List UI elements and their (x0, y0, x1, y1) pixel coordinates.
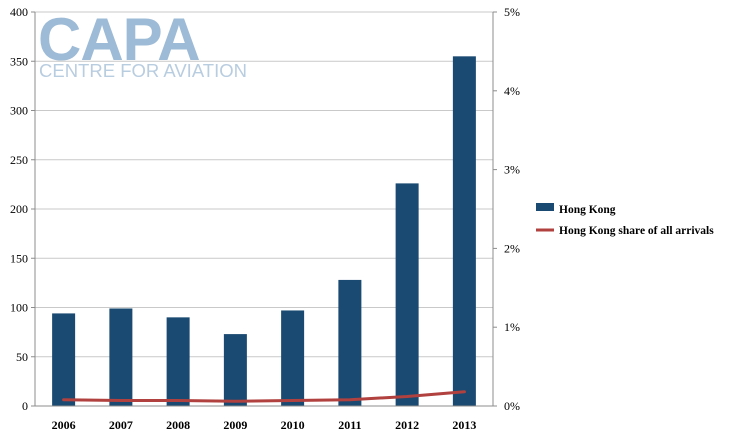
legend-label-bar: Hong Kong (559, 204, 616, 216)
legend-swatch-bar (536, 203, 554, 211)
bar-2012 (395, 183, 419, 406)
bar-2009 (223, 334, 247, 406)
left-tick-label: 0 (22, 399, 28, 413)
right-tick-label: 2% (504, 241, 520, 255)
left-tick-label: 400 (10, 5, 28, 19)
category-label: 2009 (223, 418, 247, 432)
bar-2008 (166, 317, 190, 406)
left-tick-label: 350 (10, 54, 28, 68)
left-tick-label: 150 (10, 251, 28, 265)
left-tick-label: 100 (10, 301, 28, 315)
category-axis-ticks: 2006 2007 2008 2009 2010 2011 2012 2013 (52, 418, 477, 432)
left-tick-label: 300 (10, 104, 28, 118)
left-tick-label: 200 (10, 202, 28, 216)
bar-2013 (452, 56, 476, 406)
category-label: 2012 (395, 418, 419, 432)
category-label: 2013 (452, 418, 476, 432)
bar-2010 (281, 310, 305, 406)
bar-2007 (109, 308, 133, 406)
category-label: 2008 (166, 418, 190, 432)
line-share-of-arrivals (62, 390, 466, 403)
right-tick-label: 3% (504, 163, 520, 177)
left-tick-label: 50 (16, 350, 28, 364)
category-label: 2011 (338, 418, 361, 432)
bar-series (52, 56, 476, 406)
bar-2011 (338, 279, 362, 406)
legend-label-line: Hong Kong share of all arrivals (559, 225, 714, 237)
left-axis-ticks: 0 50 100 150 200 250 300 350 400 (10, 5, 35, 413)
right-tick-label: 5% (504, 5, 520, 19)
category-label: 2010 (281, 418, 305, 432)
left-tick-label: 250 (10, 153, 28, 167)
right-tick-label: 1% (504, 320, 520, 334)
line-series (62, 390, 466, 403)
logo-name: CAPA (38, 6, 200, 73)
capa-logo: CAPA CENTRE FOR AVIATION (38, 6, 247, 81)
logo-tagline: CENTRE FOR AVIATION (39, 60, 247, 81)
legend: Hong Kong Hong Kong share of all arrival… (536, 203, 714, 237)
category-label: 2006 (52, 418, 76, 432)
right-tick-label: 4% (504, 84, 520, 98)
category-label: 2007 (109, 418, 133, 432)
right-tick-label: 0% (504, 399, 520, 413)
right-axis-ticks: 0% 1% 2% 3% 4% 5% (493, 5, 520, 413)
bar-2006 (52, 313, 76, 406)
